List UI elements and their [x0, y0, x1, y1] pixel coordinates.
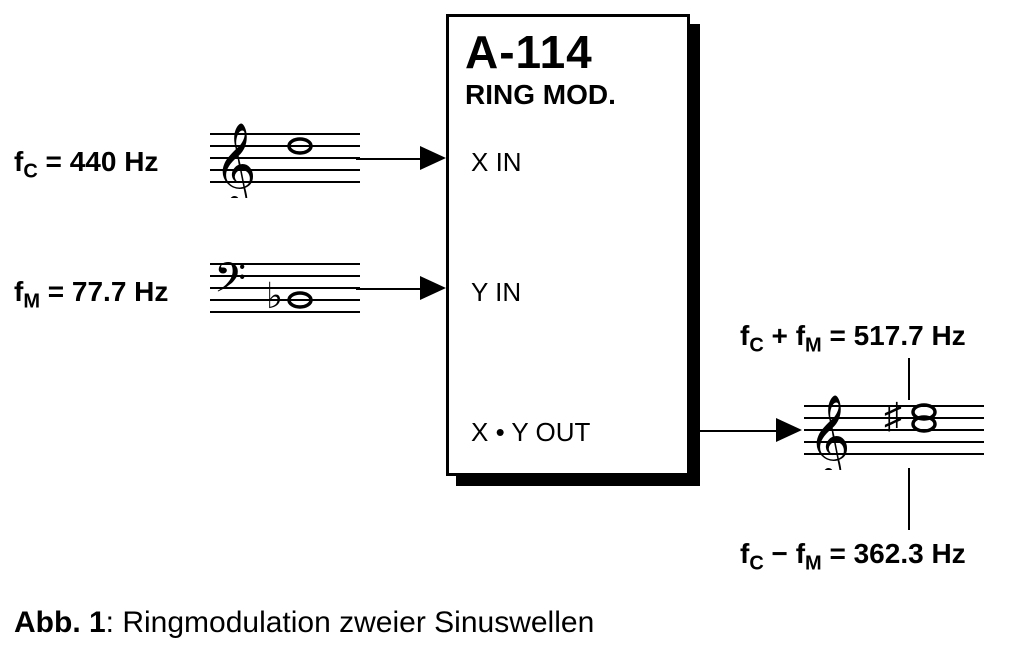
label-fm: fM = 77.7 Hz — [14, 276, 168, 314]
staff-modulator: 𝄢♭ — [210, 248, 360, 343]
svg-text:♭: ♭ — [266, 276, 283, 316]
module-subtitle: RING MOD. — [465, 79, 616, 111]
arrow-to-x-in — [356, 158, 420, 160]
module-title: A-114 — [465, 25, 593, 79]
label-sum: fC + fM = 517.7 Hz — [740, 320, 966, 358]
leader-sum — [908, 358, 910, 400]
label-fc: fC = 440 Hz — [14, 146, 158, 184]
staff-carrier: 𝄞 — [210, 118, 360, 198]
arrow-to-y-head-icon — [420, 276, 446, 300]
svg-text:𝄞: 𝄞 — [808, 395, 851, 470]
leader-diff — [908, 468, 910, 530]
svg-text:♯: ♯ — [884, 396, 902, 436]
arrow-to-x-head-icon — [420, 146, 446, 170]
ring-mod-module: A-114 RING MOD. X IN Y IN X • Y OUT — [446, 14, 690, 476]
svg-text:𝄢: 𝄢 — [214, 255, 246, 311]
port-x-in: X IN — [471, 147, 522, 178]
arrow-to-y-in — [356, 288, 420, 290]
port-xy-out: X • Y OUT — [471, 417, 590, 448]
port-y-in: Y IN — [471, 277, 521, 308]
svg-text:𝄞: 𝄞 — [214, 123, 257, 198]
arrow-out — [696, 430, 776, 432]
figure-caption: Abb. 1: Ringmodulation zweier Sinuswelle… — [14, 606, 594, 640]
staff-output: 𝄞♯ — [804, 390, 984, 470]
arrow-out-head-icon — [776, 418, 802, 442]
label-diff: fC − fM = 362.3 Hz — [740, 538, 966, 576]
diagram-canvas: { "layout": { "width": 1024, "height": 6… — [0, 0, 1024, 651]
